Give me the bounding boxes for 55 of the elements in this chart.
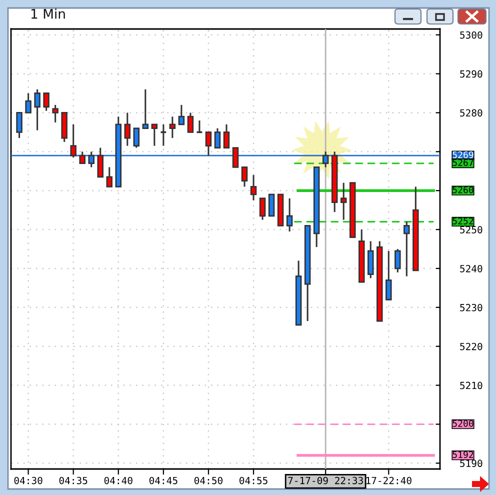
candlestick bbox=[394, 248, 401, 274]
candlestick bbox=[97, 146, 104, 178]
candlestick bbox=[386, 250, 392, 300]
candlestick bbox=[70, 124, 76, 158]
candlestick bbox=[52, 104, 58, 124]
candlestick bbox=[133, 128, 140, 149]
candlestick bbox=[340, 182, 347, 221]
y-tick-label: 5230 bbox=[460, 304, 482, 312]
ref-line-label: 5200 bbox=[452, 420, 474, 427]
candlestick bbox=[16, 112, 22, 139]
candlestick bbox=[205, 131, 212, 156]
candlestick bbox=[79, 150, 86, 164]
candlestick bbox=[259, 198, 266, 221]
y-tick-label: 5240 bbox=[460, 264, 482, 272]
y-tick-label: 5210 bbox=[460, 382, 482, 390]
y-tick-label: 5220 bbox=[460, 342, 482, 350]
candlestick bbox=[151, 124, 158, 147]
x-tick-label: 04:55 bbox=[240, 476, 268, 484]
ref-line-label: 5252 bbox=[452, 218, 474, 224]
candlestick bbox=[142, 88, 149, 130]
candlestick bbox=[124, 112, 131, 147]
y-tick-label: 5290 bbox=[460, 70, 482, 78]
candlestick bbox=[34, 88, 40, 132]
x-tick-label: 04:30 bbox=[14, 476, 42, 484]
x-tick-label: 04:45 bbox=[149, 476, 178, 484]
candlestick bbox=[187, 112, 194, 133]
candlestick bbox=[169, 116, 176, 139]
candlestick bbox=[223, 124, 230, 149]
candlestick bbox=[241, 166, 248, 188]
y-tick-label: 5300 bbox=[460, 31, 482, 39]
candlestick bbox=[178, 104, 185, 126]
candlestick bbox=[268, 194, 275, 217]
candlestick bbox=[286, 198, 293, 232]
x-tick-label: 17-22:40 bbox=[366, 476, 412, 484]
candlestick bbox=[232, 147, 239, 168]
candlestick bbox=[88, 150, 94, 168]
chart-title: 1 Min bbox=[31, 8, 65, 19]
ref-line-label: 5192 bbox=[452, 451, 474, 458]
candlestick bbox=[25, 92, 32, 114]
y-tick-label: 5190 bbox=[460, 460, 482, 468]
candlestick bbox=[368, 240, 374, 279]
ref-line-label: 5269 bbox=[452, 151, 474, 158]
x-tick-label: 04:50 bbox=[194, 476, 222, 484]
ref-line-label: 5260 bbox=[452, 186, 474, 194]
candlestick bbox=[250, 174, 257, 202]
candlestick bbox=[404, 220, 410, 278]
ref-line-label: 5267 bbox=[452, 159, 474, 166]
candlestick bbox=[214, 128, 221, 149]
x-tick-label: 04:40 bbox=[104, 476, 132, 484]
x-tick-label: 04:35 bbox=[59, 476, 88, 484]
y-tick-label: 5280 bbox=[460, 109, 482, 117]
candlestick bbox=[322, 150, 329, 168]
candlestick bbox=[43, 92, 50, 112]
x-tick-label: 7-17-09 22:33 bbox=[288, 476, 363, 484]
candlestick bbox=[106, 166, 113, 188]
